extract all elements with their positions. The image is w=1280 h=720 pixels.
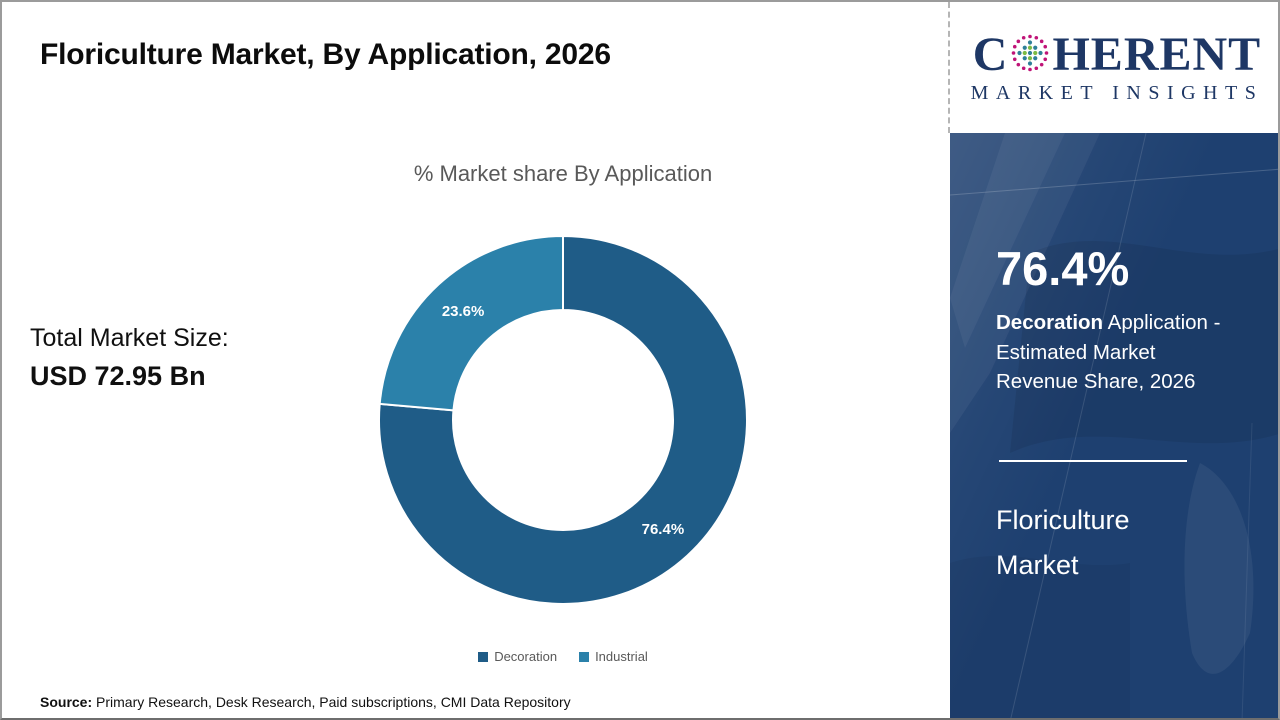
world-map-texture <box>950 133 1278 718</box>
sidebar-stat-description: Decoration Application - Estimated Marke… <box>996 308 1220 397</box>
sidebar-desc-line3: Revenue Share, 2026 <box>996 370 1196 393</box>
sidebar-stat-value: 76.4% <box>996 242 1130 295</box>
legend-swatch-decoration <box>478 651 489 662</box>
total-market-size-block: Total Market Size: USD 72.95 Bn <box>30 324 229 392</box>
legend-label-industrial: Industrial <box>595 649 648 664</box>
sidebar-report-name-line1: Floriculture <box>996 505 1130 535</box>
donut-slice-decoration <box>378 234 748 605</box>
chart-title: % Market share By Application <box>413 161 713 186</box>
source-label: Source: <box>40 694 93 710</box>
sidebar-panel: 76.4% Decoration Application - Estimated… <box>950 133 1278 718</box>
chart-legend: Decoration Industrial <box>313 649 813 664</box>
donut-chart: 76.4% 23.6% <box>378 234 748 605</box>
dotted-globe-icon <box>1012 34 1049 71</box>
brand-divider-dashed-line <box>948 2 950 133</box>
coherent-market-insights-logo: C HERENT MARKET INSIGHTS <box>952 2 1278 133</box>
source-line: Source: Primary Research, Desk Research,… <box>40 694 571 710</box>
sidebar-report-name: Floriculture Market <box>996 498 1130 588</box>
sidebar-divider-line <box>999 460 1187 462</box>
legend-item-industrial: Industrial <box>579 649 648 664</box>
slice-label-decoration: 76.4% <box>642 521 685 538</box>
sidebar-desc-line1: Decoration Application - <box>996 308 1220 338</box>
sidebar-desc-line1-rest: Application - <box>1103 311 1221 334</box>
sidebar-desc-bold: Decoration <box>996 311 1104 334</box>
logo-wordmark: C HERENT <box>972 27 1262 81</box>
source-text: Primary Research, Desk Research, Paid su… <box>92 694 571 710</box>
legend-swatch-industrial <box>579 651 590 662</box>
legend-item-decoration: Decoration <box>478 649 557 664</box>
logo-letters-rest: HERENT <box>1052 27 1262 81</box>
sidebar-report-name-line2: Market <box>996 550 1079 580</box>
legend-label-decoration: Decoration <box>494 649 558 664</box>
logo-subtitle: MARKET INSIGHTS <box>970 81 1264 104</box>
donut-slice-industrial <box>378 234 564 412</box>
total-market-size-label: Total Market Size: <box>30 324 229 352</box>
slice-label-industrial: 23.6% <box>442 303 485 320</box>
sidebar-desc-line2: Estimated Market <box>996 340 1156 364</box>
logo-letter-c: C <box>972 27 1009 81</box>
page-title: Floriculture Market, By Application, 202… <box>40 38 611 71</box>
total-market-size-value: USD 72.95 Bn <box>30 361 206 391</box>
